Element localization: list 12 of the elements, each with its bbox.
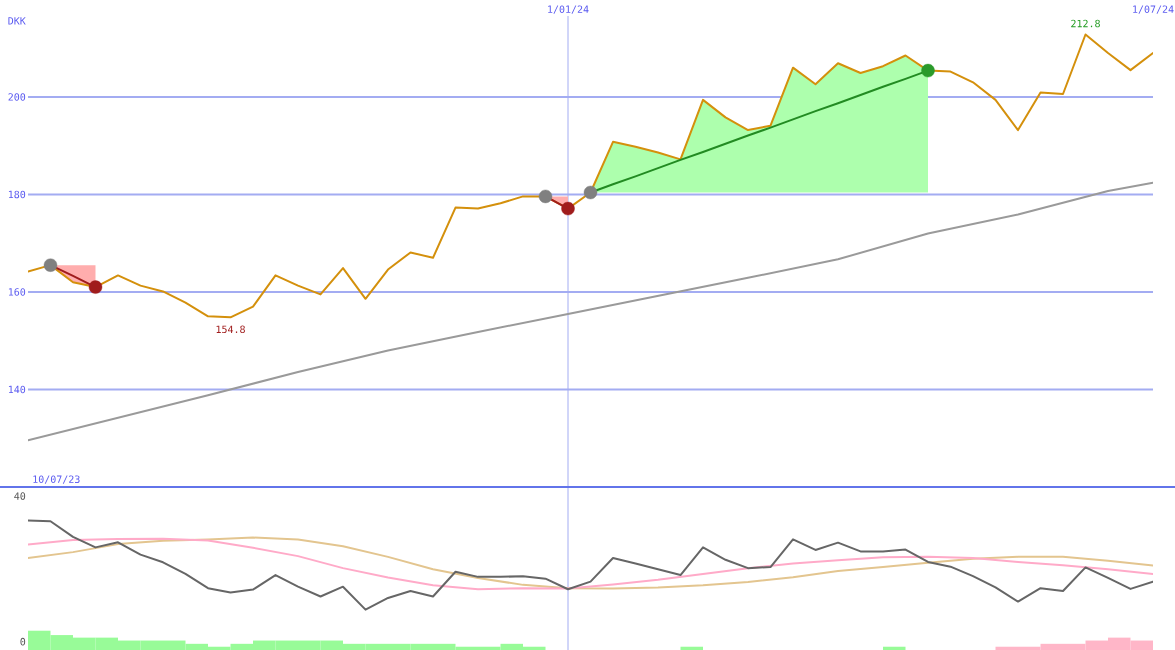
y-axis-title: DKK bbox=[8, 17, 26, 25]
annotation: 154.8 bbox=[216, 325, 245, 334]
y-tick-label: 40 bbox=[14, 492, 26, 500]
annotation: 212.8 bbox=[1071, 19, 1100, 28]
y-tick-label: 180 bbox=[8, 190, 26, 199]
y-tick-label: 140 bbox=[8, 385, 26, 394]
y-tick-label: 160 bbox=[8, 288, 26, 296]
annotation: 10/07/23 bbox=[33, 475, 80, 484]
y-tick-label: 200 bbox=[8, 93, 26, 101]
x-tick-label: 1/01/24 bbox=[548, 5, 589, 14]
y-tick-label: 0 bbox=[20, 637, 26, 646]
x-tick-label: 1/07/24 bbox=[1133, 5, 1174, 14]
